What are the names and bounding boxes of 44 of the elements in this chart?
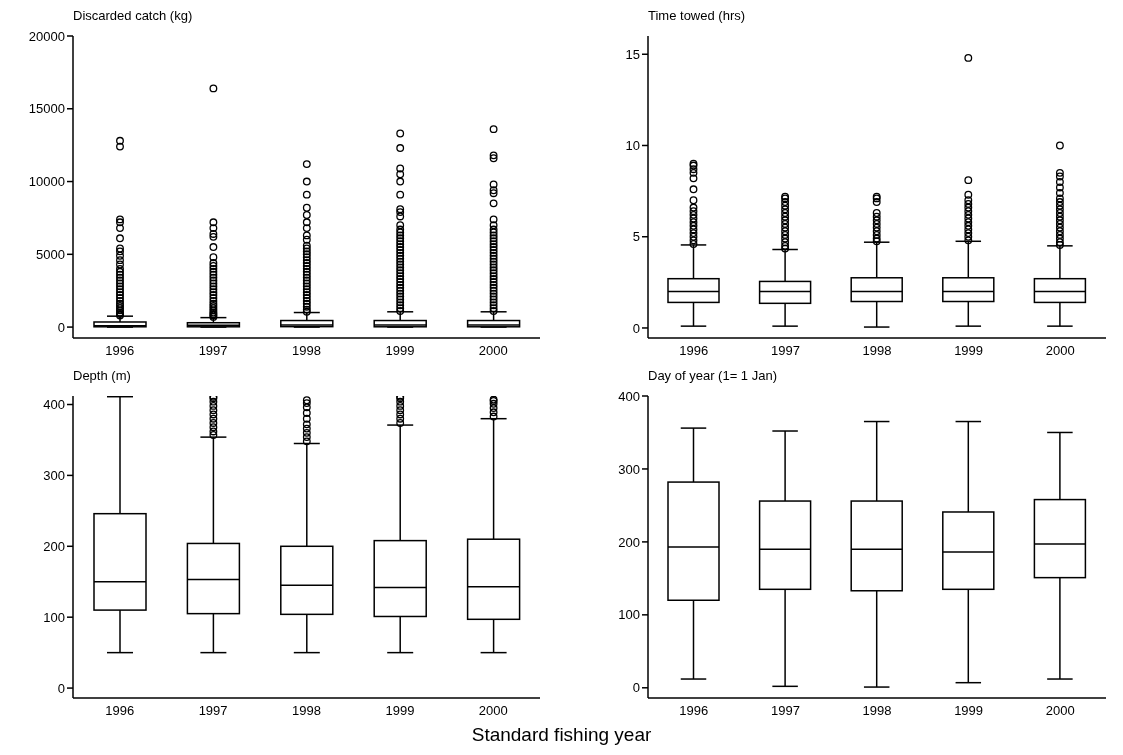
x-tick-label: 1999 <box>954 703 984 719</box>
x-axis-title: Standard fishing year <box>470 724 653 746</box>
x-tick-label: 1996 <box>105 703 135 719</box>
x-tick-label: 1998 <box>862 343 892 359</box>
x-tick-label: 1998 <box>292 703 321 719</box>
y-axis-title: Time towed (hrs) <box>648 8 746 23</box>
y-tick-label: 200 <box>618 534 640 550</box>
y-tick-label: 100 <box>618 607 640 623</box>
x-tick-label: 1996 <box>679 703 709 719</box>
y-tick-label: 0 <box>57 680 65 696</box>
y-tick-label: 15000 <box>28 101 65 117</box>
x-tick-label: 1997 <box>770 343 800 359</box>
y-tick-label: 400 <box>618 388 640 404</box>
y-tick-label: 20000 <box>28 28 65 44</box>
x-tick-label: 2000 <box>478 703 508 719</box>
x-tick-label: 1998 <box>862 703 892 719</box>
x-tick-label: 2000 <box>1045 703 1075 719</box>
y-tick-label: 200 <box>43 538 65 554</box>
x-tick-label: 1999 <box>385 343 415 359</box>
x-tick-label: 1998 <box>292 343 321 359</box>
y-tick-label: 10000 <box>28 174 65 190</box>
y-axis-title: Day of year (1= 1 Jan) <box>648 368 777 383</box>
x-tick-label: 1996 <box>679 343 709 359</box>
y-tick-label: 400 <box>43 397 65 413</box>
x-tick-label: 1999 <box>954 343 984 359</box>
y-tick-label: 15 <box>625 46 640 62</box>
x-tick-label: 1996 <box>105 343 135 359</box>
x-tick-label: 2000 <box>478 343 508 359</box>
y-tick-label: 0 <box>632 320 640 336</box>
y-tick-label: 5000 <box>36 246 65 262</box>
y-tick-label: 0 <box>632 680 640 696</box>
y-tick-label: 300 <box>43 468 65 484</box>
x-tick-label: 1999 <box>385 703 415 719</box>
x-tick-label: 1997 <box>198 343 228 359</box>
x-tick-label: 1997 <box>770 703 800 719</box>
y-axis-title: Discarded catch (kg) <box>73 8 193 23</box>
x-tick-label: 2000 <box>1045 343 1075 359</box>
y-tick-label: 5 <box>632 229 640 245</box>
x-tick-label: 1997 <box>198 703 228 719</box>
y-tick-label: 100 <box>43 609 65 625</box>
y-axis-title: Depth (m) <box>73 368 131 383</box>
y-tick-label: 0 <box>57 319 65 335</box>
y-tick-label: 300 <box>618 461 640 477</box>
y-tick-label: 10 <box>625 138 640 154</box>
